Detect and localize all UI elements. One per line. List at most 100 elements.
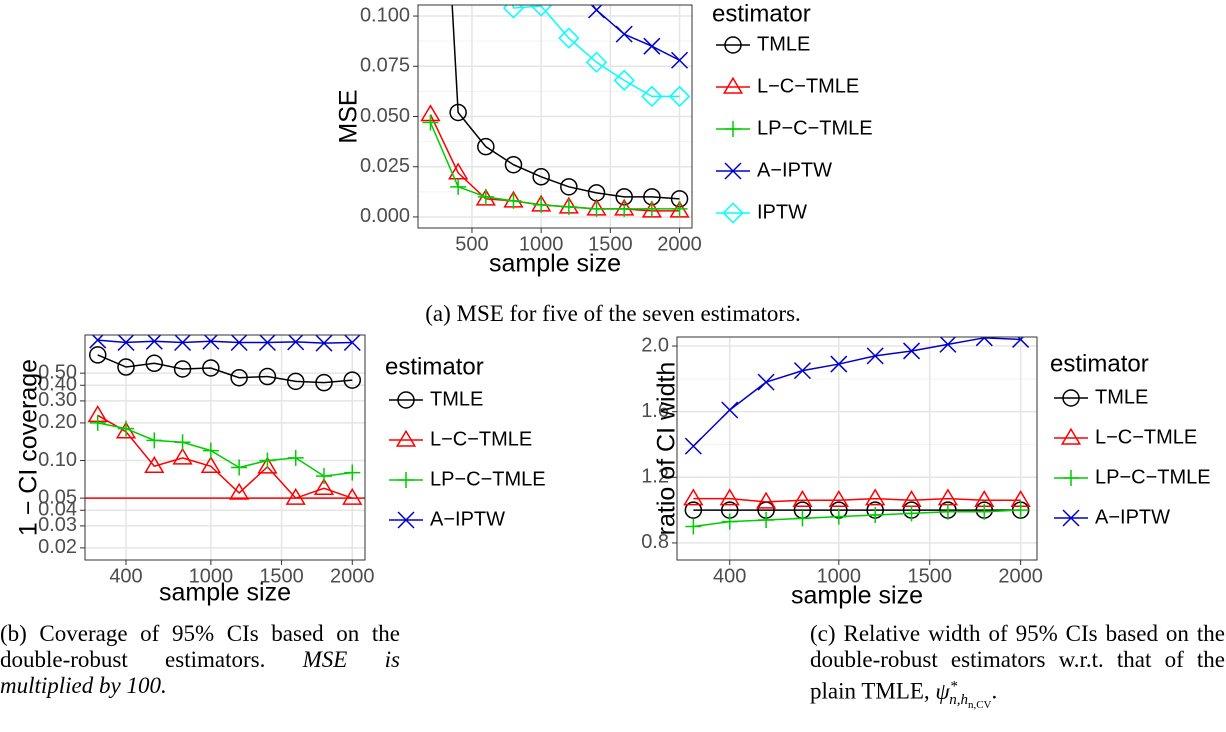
marker [616, 200, 633, 217]
caption: (c) Relative width of 95% CIs based on t… [810, 621, 1225, 704]
series-line [591, 5, 680, 61]
legend-label: TMLE [757, 33, 810, 55]
plot-background [677, 337, 1037, 560]
marker [117, 335, 135, 352]
y-tick-label: 0.02 [38, 536, 77, 558]
marker [145, 335, 163, 350]
marker [344, 464, 361, 481]
legend-title: estimator [1050, 350, 1149, 377]
y-tick-label: 0.03 [38, 514, 77, 536]
x-tick-label: 400 [109, 565, 142, 587]
marker [724, 162, 742, 180]
legend-label: LP−C−TMLE [1095, 466, 1211, 488]
marker [903, 342, 921, 360]
marker [793, 362, 811, 380]
marker [939, 337, 957, 353]
marker [588, 200, 605, 217]
x-tick-label: 1000 [519, 233, 564, 255]
marker [145, 354, 164, 373]
series-line [693, 497, 1021, 503]
marker [722, 202, 744, 224]
marker [477, 188, 494, 205]
marker [532, 168, 550, 186]
legend-label: A−IPTW [1095, 506, 1170, 528]
marker [258, 335, 276, 352]
marker [668, 85, 691, 108]
caption-c: (c) Relative width of 95% CIs based on t… [810, 621, 1225, 712]
y-axis-label: ratio of CI width [653, 362, 681, 536]
marker [724, 36, 742, 54]
marker [867, 507, 884, 524]
marker [146, 432, 163, 449]
marker [342, 487, 363, 505]
data-layer [683, 337, 1031, 535]
math-sub: n,hn,CV [949, 692, 991, 711]
marker [828, 490, 849, 508]
y-tick-label: 0.025 [360, 155, 410, 177]
marker [1063, 470, 1079, 486]
marker [231, 459, 248, 476]
marker [202, 335, 220, 350]
marker [866, 347, 884, 365]
marker [450, 178, 467, 195]
marker [229, 482, 250, 500]
marker [174, 434, 191, 451]
marker [671, 51, 689, 69]
series-line [451, 5, 680, 200]
y-tick-label: 2.0 [641, 334, 669, 356]
marker [725, 121, 741, 137]
marker [530, 5, 552, 17]
marker [117, 358, 135, 376]
legend-label: A−IPTW [757, 159, 832, 181]
x-tick-label: 1500 [588, 233, 633, 255]
y-tick-label: 0.100 [360, 4, 410, 26]
marker [395, 429, 417, 447]
marker [173, 360, 192, 378]
marker [903, 505, 920, 522]
marker [315, 373, 333, 392]
x-axis-label: sample size [159, 579, 291, 607]
marker [286, 372, 305, 391]
marker [505, 192, 522, 209]
marker [285, 487, 306, 505]
series-line [97, 422, 353, 477]
caption: (b) Coverage of 95% CIs based on the dou… [0, 621, 400, 672]
y-tick-label: 1.6 [641, 400, 669, 422]
x-axis-label: sample size [791, 582, 923, 610]
marker [792, 490, 813, 508]
y-tick-label: 0.8 [641, 531, 669, 553]
marker [230, 368, 248, 387]
x-tick-label: 400 [713, 565, 746, 587]
marker [200, 455, 221, 473]
marker [398, 472, 414, 488]
marker [560, 178, 578, 196]
legend-label: IPTW [757, 201, 807, 223]
marker [830, 355, 848, 373]
marker [172, 447, 193, 465]
math-sub-text: n,h [949, 692, 968, 709]
x-tick-label: 2000 [330, 565, 375, 587]
marker [88, 346, 107, 364]
marker [1012, 337, 1030, 348]
legend-title: estimator [712, 0, 811, 27]
legend-label: L−C−TMLE [1095, 426, 1197, 448]
marker [287, 335, 305, 351]
marker [397, 511, 415, 529]
marker [755, 491, 777, 509]
marker [202, 442, 219, 459]
math-symbol: ψ [935, 678, 950, 704]
marker [558, 27, 580, 49]
x-tick-label: 500 [455, 233, 488, 255]
marker [685, 518, 702, 535]
marker [643, 200, 660, 217]
series-line [97, 414, 353, 500]
legend-label: L−C−TMLE [430, 428, 532, 450]
legend-label: A−IPTW [430, 508, 505, 530]
marker [757, 373, 775, 391]
marker [587, 5, 606, 19]
marker [502, 5, 525, 19]
x-tick-label: 1000 [189, 565, 234, 587]
marker [89, 335, 107, 349]
marker [397, 391, 415, 409]
marker [118, 420, 135, 437]
